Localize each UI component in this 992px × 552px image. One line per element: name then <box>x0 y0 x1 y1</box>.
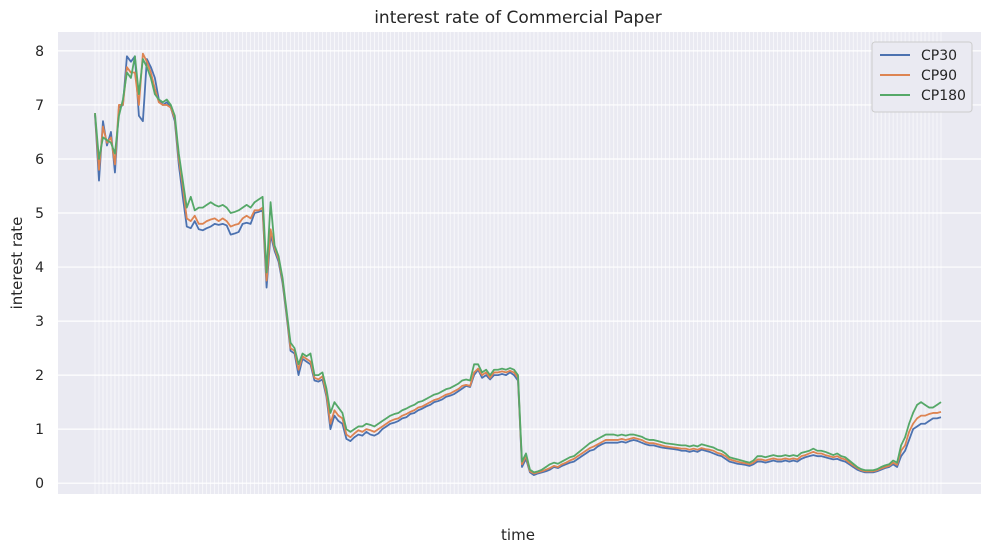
y-tick-label: 7 <box>35 98 44 114</box>
x-gridlines <box>94 32 942 494</box>
y-tick-labels: 0 1 2 3 4 5 6 7 8 <box>35 44 44 492</box>
series-line-cp180 <box>94 55 942 474</box>
y-tick-label: 8 <box>35 44 44 60</box>
y-tick-label: 4 <box>35 260 44 276</box>
legend-label-cp90: CP90 <box>921 68 957 84</box>
y-tick-label: 1 <box>35 422 44 438</box>
y-tick-label: 2 <box>35 368 44 384</box>
legend: CP30 CP90 CP180 <box>871 41 973 113</box>
y-axis-label: interest rate <box>8 217 26 310</box>
chart-title: interest rate of Commercial Paper <box>374 8 662 28</box>
y-tick-label: 3 <box>35 314 44 330</box>
legend-label-cp180: CP180 <box>921 88 966 104</box>
y-tick-label: 5 <box>35 206 44 222</box>
y-tick-label: 6 <box>35 152 44 168</box>
legend-label-cp30: CP30 <box>921 48 957 64</box>
y-tick-label: 0 <box>35 476 44 492</box>
series-lines <box>94 52 942 476</box>
x-axis-label: time <box>501 526 535 544</box>
